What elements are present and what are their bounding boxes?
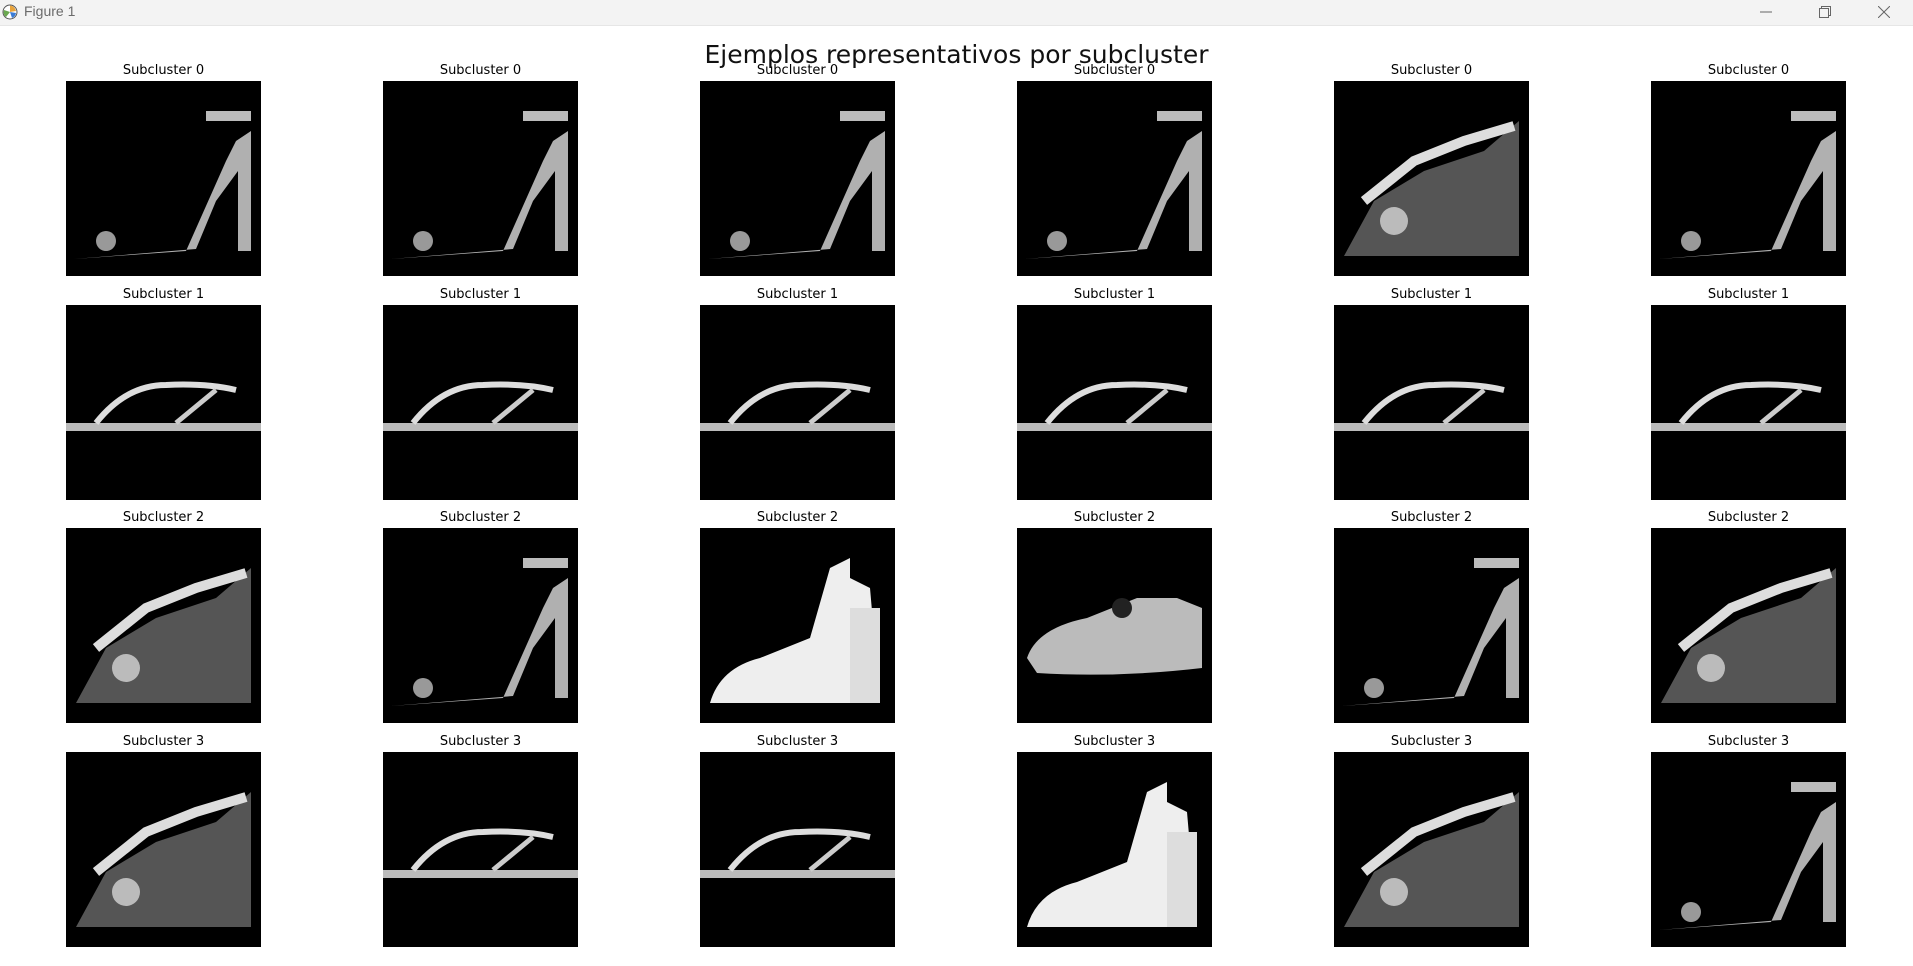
sandal-image xyxy=(1017,752,1212,947)
panel-title: Subcluster 1 xyxy=(1304,287,1559,302)
sandal-image xyxy=(700,305,895,500)
subcluster-panel: Subcluster 0 xyxy=(1334,63,1529,295)
panel-title: Subcluster 2 xyxy=(1621,510,1876,525)
subcluster-panel: Subcluster 1 xyxy=(383,287,578,519)
subcluster-panel: Subcluster 3 xyxy=(1017,734,1212,966)
panel-title: Subcluster 3 xyxy=(353,734,608,749)
subcluster-panel: Subcluster 2 xyxy=(1334,510,1529,742)
panel-title: Subcluster 0 xyxy=(353,63,608,78)
subcluster-panel: Subcluster 2 xyxy=(1651,510,1846,742)
subcluster-panel: Subcluster 0 xyxy=(1651,63,1846,295)
sandal-image xyxy=(383,752,578,947)
subcluster-panel: Subcluster 1 xyxy=(1334,287,1529,519)
sandal-image xyxy=(66,305,261,500)
panel-title: Subcluster 3 xyxy=(670,734,925,749)
panel-title: Subcluster 2 xyxy=(987,510,1242,525)
panel-title: Subcluster 1 xyxy=(353,287,608,302)
sandal-image xyxy=(66,81,261,276)
sandal-image xyxy=(1334,81,1529,276)
subcluster-panel: Subcluster 0 xyxy=(700,63,895,295)
sandal-image xyxy=(66,752,261,947)
panel-title: Subcluster 0 xyxy=(1304,63,1559,78)
subcluster-panel: Subcluster 0 xyxy=(66,63,261,295)
sandal-image xyxy=(1334,752,1529,947)
subcluster-panel: Subcluster 1 xyxy=(700,287,895,519)
panel-title: Subcluster 1 xyxy=(1621,287,1876,302)
sandal-image xyxy=(1651,752,1846,947)
sandal-image xyxy=(1017,81,1212,276)
panel-title: Subcluster 3 xyxy=(1621,734,1876,749)
panel-title: Subcluster 2 xyxy=(353,510,608,525)
sandal-image xyxy=(700,81,895,276)
panel-title: Subcluster 1 xyxy=(36,287,291,302)
panel-title: Subcluster 1 xyxy=(670,287,925,302)
subcluster-panel: Subcluster 2 xyxy=(1017,510,1212,742)
subcluster-panel: Subcluster 1 xyxy=(1017,287,1212,519)
panel-title: Subcluster 2 xyxy=(36,510,291,525)
sandal-image xyxy=(700,752,895,947)
panel-title: Subcluster 3 xyxy=(36,734,291,749)
close-button[interactable] xyxy=(1861,0,1907,25)
sandal-image xyxy=(700,528,895,723)
subcluster-panel: Subcluster 1 xyxy=(1651,287,1846,519)
panel-title: Subcluster 0 xyxy=(987,63,1242,78)
restore-icon xyxy=(1819,6,1831,18)
panel-title: Subcluster 0 xyxy=(1621,63,1876,78)
minimize-button[interactable] xyxy=(1743,0,1789,25)
subcluster-panel: Subcluster 3 xyxy=(383,734,578,966)
sandal-image xyxy=(1017,305,1212,500)
sandal-image xyxy=(1651,305,1846,500)
close-icon xyxy=(1878,6,1890,18)
sandal-image xyxy=(1017,528,1212,723)
panel-title: Subcluster 1 xyxy=(987,287,1242,302)
window-title: Figure 1 xyxy=(24,3,75,19)
subcluster-panel: Subcluster 1 xyxy=(66,287,261,519)
subcluster-panel: Subcluster 2 xyxy=(700,510,895,742)
panel-title: Subcluster 0 xyxy=(36,63,291,78)
sandal-image xyxy=(1334,305,1529,500)
minimize-icon xyxy=(1760,6,1772,18)
panel-title: Subcluster 3 xyxy=(987,734,1242,749)
subcluster-panel: Subcluster 2 xyxy=(66,510,261,742)
subcluster-panel: Subcluster 0 xyxy=(383,63,578,295)
subcluster-panel: Subcluster 0 xyxy=(1017,63,1212,295)
subcluster-panel: Subcluster 3 xyxy=(1651,734,1846,966)
panel-title: Subcluster 2 xyxy=(670,510,925,525)
sandal-image xyxy=(383,81,578,276)
subcluster-panel: Subcluster 3 xyxy=(700,734,895,966)
sandal-image xyxy=(383,528,578,723)
sandal-image xyxy=(1334,528,1529,723)
panel-title: Subcluster 3 xyxy=(1304,734,1559,749)
subcluster-panel: Subcluster 3 xyxy=(66,734,261,966)
matplotlib-icon xyxy=(2,4,18,20)
subcluster-panel: Subcluster 3 xyxy=(1334,734,1529,966)
subcluster-panel: Subcluster 2 xyxy=(383,510,578,742)
sandal-image xyxy=(383,305,578,500)
sandal-image xyxy=(66,528,261,723)
title-bar: Figure 1 xyxy=(0,0,1913,26)
panel-title: Subcluster 0 xyxy=(670,63,925,78)
panel-title: Subcluster 2 xyxy=(1304,510,1559,525)
restore-button[interactable] xyxy=(1802,0,1848,25)
sandal-image xyxy=(1651,81,1846,276)
sandal-image xyxy=(1651,528,1846,723)
